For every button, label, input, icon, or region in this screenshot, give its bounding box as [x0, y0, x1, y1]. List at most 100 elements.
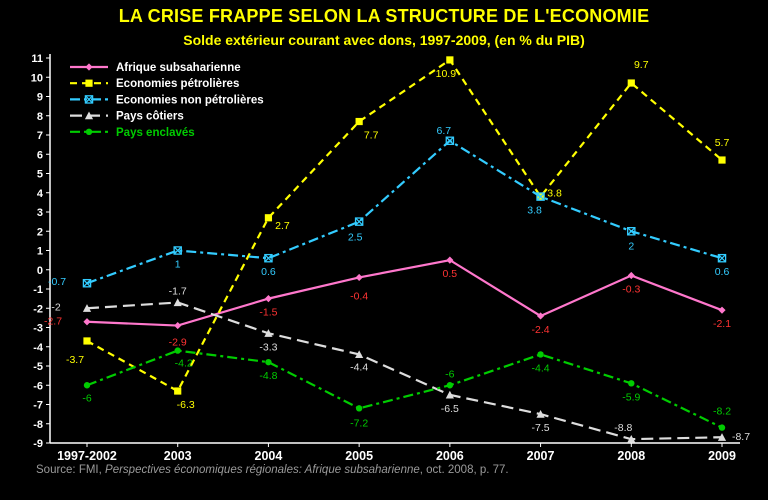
- data-point: [173, 246, 182, 255]
- legend-label: Pays enclavés: [116, 127, 195, 139]
- data-point: [717, 433, 727, 441]
- data-label: 9.7: [634, 59, 649, 71]
- data-label: -6.5: [441, 403, 459, 415]
- data-point: [264, 329, 273, 337]
- legend-swatch-marker: [84, 111, 94, 120]
- legend-swatch-marker: [85, 63, 93, 71]
- data-label: 2.7: [275, 220, 290, 232]
- data-label: -2.7: [44, 316, 62, 328]
- data-label: 3.8: [547, 188, 562, 200]
- data-point: [173, 298, 182, 307]
- data-label: -3.3: [259, 341, 277, 353]
- data-point: [717, 253, 727, 263]
- legend-label: Afrique subsaharienne: [116, 62, 241, 74]
- y-tick-label: 5: [37, 169, 43, 181]
- data-label: -8.7: [732, 431, 750, 443]
- data-point: [536, 312, 545, 320]
- chart-subtitle: Solde extérieur courant avec dons, 1997-…: [183, 32, 585, 48]
- x-tick-label: 1997-2002: [57, 449, 117, 463]
- data-point: [718, 306, 726, 314]
- legend-label: Pays côtiers: [116, 111, 184, 123]
- data-point: [174, 387, 182, 395]
- series-line: [86, 349, 723, 429]
- y-tick-label: 10: [31, 72, 43, 84]
- data-label: -0.7: [48, 276, 66, 288]
- y-tick-label: 3: [37, 207, 43, 219]
- x-tick-label: 2009: [708, 449, 736, 463]
- data-point: [83, 382, 91, 389]
- data-point: [445, 390, 454, 399]
- data-point: [627, 271, 635, 280]
- data-label: -2.1: [713, 318, 731, 330]
- data-point: [536, 192, 545, 201]
- data-point: [445, 136, 455, 146]
- y-tick-label: 7: [37, 130, 43, 142]
- data-point: [627, 435, 636, 443]
- data-label: 0.6: [715, 266, 730, 278]
- data-label: -6: [82, 392, 91, 404]
- data-point: [355, 273, 363, 282]
- data-point: [446, 56, 454, 64]
- y-tick-label: 1: [37, 246, 43, 258]
- y-tick-label: -5: [33, 361, 43, 373]
- y-tick-label: -1: [33, 284, 43, 296]
- data-label: 2.5: [348, 232, 363, 244]
- y-tick-label: -3: [33, 323, 43, 335]
- y-tick-label: 0: [37, 265, 43, 277]
- y-tick-label: 9: [37, 92, 43, 104]
- data-label: -2.4: [532, 324, 550, 336]
- data-point: [628, 380, 635, 387]
- data-point: [446, 256, 454, 264]
- data-label: -0.3: [622, 284, 640, 296]
- legend-label: Economies non pétrolières: [116, 94, 264, 106]
- data-point: [627, 79, 635, 87]
- series-line: [86, 58, 723, 393]
- data-label: -0.4: [350, 290, 368, 302]
- data-label: 0.6: [261, 266, 276, 278]
- data-label: -1.5: [259, 307, 277, 319]
- data-point: [83, 318, 91, 326]
- data-label: -3.7: [66, 354, 84, 366]
- data-label: -7.2: [350, 417, 368, 429]
- data-label: 0.5: [443, 268, 458, 280]
- data-label: -4.4: [532, 362, 550, 374]
- data-point: [174, 347, 181, 354]
- data-point: [174, 321, 182, 330]
- data-point: [446, 382, 454, 389]
- x-tick-label: 2008: [617, 449, 645, 463]
- data-label: -2: [51, 301, 60, 313]
- series-line: [86, 258, 723, 327]
- data-point: [82, 278, 92, 288]
- data-label: -4.2: [175, 358, 193, 370]
- data-label: 5.7: [715, 137, 730, 149]
- data-label: -8.8: [614, 422, 632, 434]
- legend-label: Economies pétrolières: [116, 78, 239, 90]
- data-point: [537, 351, 544, 358]
- data-label: -1.7: [169, 285, 187, 297]
- source-suffix: , oct. 2008, p. 77.: [419, 464, 509, 476]
- data-label: 6.7: [437, 125, 452, 137]
- data-point: [355, 117, 363, 126]
- y-tick-label: 8: [37, 111, 43, 123]
- data-point: [265, 358, 272, 366]
- y-tick-label: 4: [37, 188, 44, 200]
- legend-swatch-marker: [84, 95, 94, 104]
- data-label: -4.4: [350, 361, 368, 373]
- x-tick-label: 2004: [255, 449, 283, 463]
- y-tick-label: -8: [33, 419, 43, 431]
- data-label: -6: [445, 368, 454, 380]
- data-point: [718, 156, 726, 164]
- data-label: -4.8: [259, 370, 277, 382]
- x-tick-label: 2003: [164, 449, 192, 463]
- data-point: [718, 424, 726, 431]
- x-tick-label: 2006: [436, 449, 464, 463]
- data-label: 7.7: [364, 130, 379, 142]
- chart-title: LA CRISE FRAPPE SELON LA STRUCTURE DE L'…: [118, 6, 650, 26]
- data-point: [83, 337, 91, 345]
- data-label: -5.9: [622, 391, 640, 403]
- source-title: Perspectives économiques régionales: Afr…: [105, 464, 420, 476]
- data-point: [536, 410, 545, 418]
- series-line: [86, 139, 723, 285]
- data-label: 3.8: [527, 205, 542, 217]
